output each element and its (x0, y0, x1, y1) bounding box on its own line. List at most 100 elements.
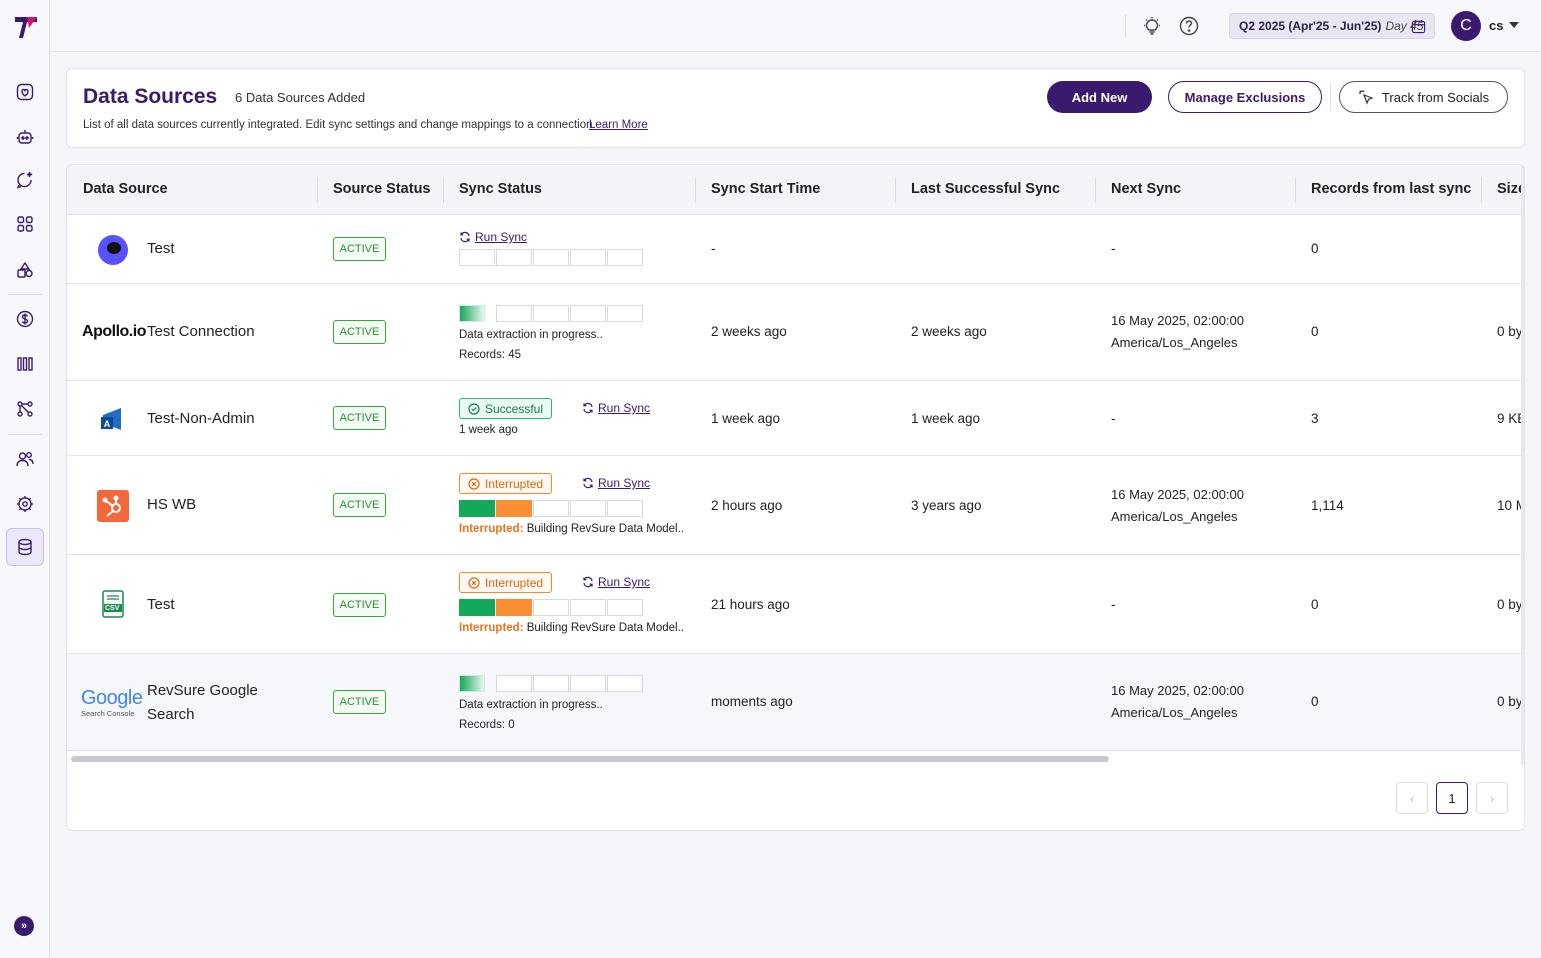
records-count: 0 (1311, 597, 1319, 612)
sidebar-item-analytics[interactable] (6, 251, 44, 289)
sidebar-item-revenue[interactable] (6, 300, 44, 338)
check-circle-icon (468, 402, 480, 415)
records-count: 1,114 (1311, 498, 1344, 513)
topbar-divider (1125, 15, 1126, 37)
table-row[interactable]: Google Search Console RevSure Google Sea… (67, 654, 1524, 751)
data-source-name-line-2[interactable]: Search (147, 706, 195, 723)
sidebar-item-journeys[interactable] (6, 390, 44, 428)
table-row[interactable]: HS WB ACTIVE Interrupted Run Sync Interr… (67, 456, 1524, 555)
run-sync-link[interactable]: Run Sync (582, 575, 650, 589)
sync-start-time: 2 hours ago (711, 498, 783, 513)
horizontal-scrollbar[interactable] (71, 755, 1522, 763)
apollo-logo: Apollo.io (82, 323, 146, 340)
sidebar-item-apps[interactable] (6, 205, 44, 243)
column-divider (695, 177, 696, 203)
column-header-records[interactable]: Records from last sync (1311, 181, 1472, 197)
sidebar-item-settings[interactable] (6, 485, 44, 523)
sync-progress-bar (459, 305, 643, 322)
help-icon[interactable] (1179, 16, 1199, 36)
sync-records-text: Records: 0 (459, 719, 515, 731)
gear-users-icon (17, 496, 33, 512)
run-sync-label: Run Sync (475, 230, 528, 244)
sync-start-time: 2 weeks ago (711, 324, 787, 339)
header-divider (1330, 83, 1331, 111)
sidebar-divider (8, 434, 42, 435)
track-from-socials-button[interactable]: Track from Socials (1339, 81, 1508, 113)
learn-more-link[interactable]: Learn More (589, 119, 648, 131)
chevron-down-icon[interactable] (1509, 22, 1519, 28)
data-source-name[interactable]: RevSure Google (147, 682, 258, 699)
progress-segment (459, 249, 495, 266)
period-label: Q2 2025 (Apr'25 - Jun'25) (1239, 19, 1382, 33)
sidebar-item-home[interactable] (6, 73, 44, 111)
column-header-sync-status[interactable]: Sync Status (459, 181, 542, 197)
next-page-button[interactable]: › (1476, 782, 1508, 814)
period-selector[interactable]: Q2 2025 (Apr'25 - Jun'25) Day 45 (1229, 13, 1435, 39)
column-header-last-successful-sync[interactable]: Last Successful Sync (911, 181, 1061, 197)
last-successful-sync: 2 weeks ago (911, 324, 987, 339)
data-sources-table: Data Source Source Status Sync Status Sy… (66, 164, 1525, 831)
column-header-data-source[interactable]: Data Source (83, 181, 168, 197)
progress-segment (570, 305, 606, 322)
table-row[interactable]: A Test-Non-Admin ACTIVE Successful Run S… (67, 381, 1524, 456)
prev-page-button[interactable]: ‹ (1396, 782, 1428, 814)
avatar[interactable]: C (1451, 11, 1481, 41)
sync-status-badge: Interrupted (459, 473, 553, 494)
sync-status-time: 1 week ago (459, 424, 518, 436)
column-header-source-status[interactable]: Source Status (333, 181, 431, 197)
interrupted-prefix: Interrupted: (459, 622, 524, 634)
refresh-icon (583, 402, 593, 414)
progress-segment (607, 305, 643, 322)
records-count: 0 (1311, 241, 1319, 256)
vertical-scrollbar[interactable] (1521, 165, 1524, 765)
table-row[interactable]: Test ACTIVE Run Sync - - 0 (67, 215, 1524, 284)
table-row[interactable]: CSV Test ACTIVE Interrupted Run Sync Int… (67, 555, 1524, 654)
top-bar: Q2 2025 (Apr'25 - Jun'25) Day 45 C cs (50, 0, 1541, 52)
add-new-button[interactable]: Add New (1047, 81, 1152, 113)
column-header-sync-start-time[interactable]: Sync Start Time (711, 181, 821, 197)
sidebar-item-data-sources[interactable] (6, 528, 44, 566)
theme-toggle-icon[interactable] (1142, 16, 1162, 36)
column-divider (317, 177, 318, 203)
expand-sidebar-icon[interactable]: » (14, 916, 34, 936)
data-source-name[interactable]: HS WB (147, 496, 197, 513)
next-sync: - (1111, 597, 1116, 612)
run-sync-link[interactable]: Run Sync (582, 476, 650, 490)
progress-segment (533, 249, 569, 266)
page-number-button[interactable]: 1 (1436, 782, 1468, 814)
table-row[interactable]: Apollo.io Test Connection ACTIVE Data ex… (67, 284, 1524, 381)
run-sync-label: Run Sync (598, 575, 651, 589)
data-source-name[interactable]: Test (147, 240, 175, 257)
sync-start-time: 1 week ago (711, 411, 781, 426)
table-header: Data Source Source Status Sync Status Sy… (67, 165, 1525, 215)
sidebar-item-pipeline[interactable] (6, 345, 44, 383)
size: 0 bytes (1497, 694, 1524, 709)
interrupted-prefix: Interrupted: (459, 523, 524, 535)
data-source-name[interactable]: Test-Non-Admin (147, 410, 255, 427)
app-logo[interactable] (13, 14, 39, 40)
sidebar-item-audiences[interactable] (6, 440, 44, 478)
user-label[interactable]: cs (1489, 18, 1504, 33)
hubspot-logo (97, 490, 129, 522)
run-sync-link[interactable]: Run Sync (582, 401, 650, 415)
sync-start-time: - (711, 241, 716, 256)
progress-segment (570, 500, 606, 517)
sidebar-item-chat[interactable] (6, 161, 44, 199)
column-header-next-sync[interactable]: Next Sync (1111, 181, 1182, 197)
interrupted-detail: Building RevSure Data Model.. (526, 523, 684, 535)
next-sync: 16 May 2025, 02:00:00 (1111, 683, 1244, 698)
data-source-name[interactable]: Test (147, 596, 175, 613)
data-source-name[interactable]: Test Connection (147, 323, 255, 340)
manage-exclusions-button[interactable]: Manage Exclusions (1168, 81, 1322, 113)
size: 0 bytes (1497, 597, 1524, 612)
horizontal-scrollbar-thumb[interactable] (71, 756, 1109, 762)
page-description: List of all data sources currently integ… (83, 119, 596, 131)
column-header-size[interactable]: Size (1497, 181, 1525, 197)
progress-segment-loading (459, 305, 485, 322)
chevron-right-icon: › (1489, 790, 1495, 806)
sync-start-time: moments ago (711, 694, 793, 709)
sidebar-item-assistant[interactable] (6, 118, 44, 156)
run-sync-link[interactable]: Run Sync (459, 230, 527, 244)
sync-records-text: Records: 45 (459, 349, 522, 361)
last-successful-sync: 3 years ago (911, 498, 982, 513)
